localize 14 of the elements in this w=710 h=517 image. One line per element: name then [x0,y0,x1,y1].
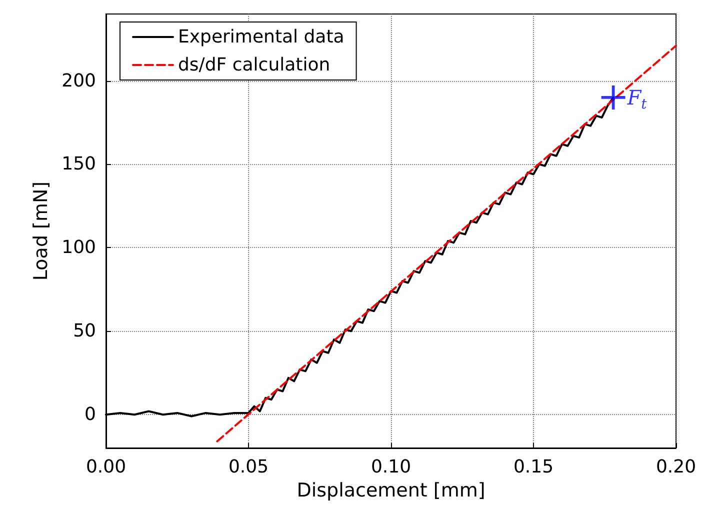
y-tick-label: 100 [62,237,96,258]
x-tick-label: 0.05 [228,456,269,478]
legend-label: Experimental data [178,26,344,48]
y-tick-label: 50 [73,320,96,342]
y-tick-label: 200 [62,70,96,92]
y-axis-title: Load [mN] [30,181,52,281]
y-tick-label: 150 [62,154,96,175]
x-tick-label: 0.15 [513,456,554,478]
x-tick-label: 0.20 [656,456,696,478]
legend-label: ds/dF calculation [178,54,330,76]
y-tick-label: 0 [84,404,96,426]
x-tick-label: 0.00 [86,456,126,478]
x-tick-label: 0.10 [370,456,412,478]
x-axis-title: Displacement [mm] [296,479,486,502]
